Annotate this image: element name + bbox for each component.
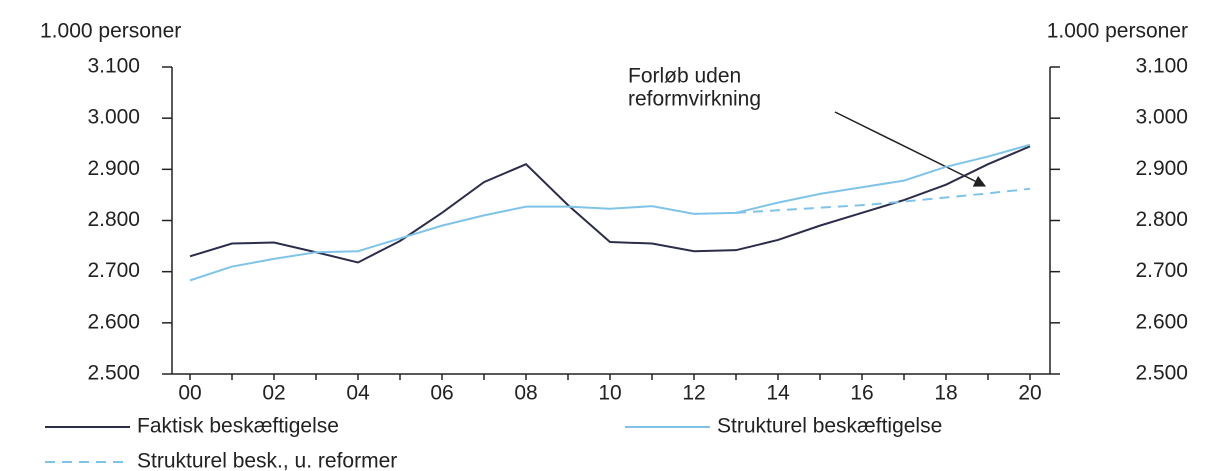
y2-axis-label: 1.000 personer xyxy=(1047,20,1188,43)
x-tick-label: 16 xyxy=(850,382,873,405)
y2-tick-label: 2.500 xyxy=(1135,362,1188,385)
x-tick-label: 08 xyxy=(514,382,537,405)
x-tick-label: 18 xyxy=(934,382,957,405)
y-tick-label: 2.800 xyxy=(87,208,140,231)
annotation-arrow xyxy=(834,111,987,187)
x-tick-label: 14 xyxy=(766,382,790,405)
series-line xyxy=(735,187,1031,214)
y2-tick-label: 3.100 xyxy=(1135,55,1188,78)
x-tick-label: 06 xyxy=(430,382,453,405)
y-tick-label: 3.000 xyxy=(87,106,140,129)
y2-tick-label: 2.800 xyxy=(1135,208,1188,231)
y2-tick-label: 3.000 xyxy=(1135,106,1188,129)
y-axis-label: 1.000 personer xyxy=(40,20,181,43)
annotation: Forløb uden xyxy=(628,65,741,88)
x-tick-label: 10 xyxy=(598,382,621,405)
x-tick-label: 00 xyxy=(178,382,201,405)
annotation: reformvirkning xyxy=(628,88,761,111)
y-tick-label: 2.500 xyxy=(87,362,140,385)
y-tick-label: 3.100 xyxy=(87,55,140,78)
x-tick-label: 02 xyxy=(262,382,285,405)
x-tick-label: 20 xyxy=(1018,382,1041,405)
y2-tick-label: 2.900 xyxy=(1135,157,1188,180)
legend-label: Faktisk beskæftigelse xyxy=(137,415,339,438)
y2-tick-label: 2.700 xyxy=(1135,259,1188,282)
x-tick-label: 12 xyxy=(682,382,705,405)
legend-label: Strukturel besk., u. reformer xyxy=(137,450,397,471)
y-tick-label: 2.600 xyxy=(87,310,140,333)
y-tick-label: 2.900 xyxy=(87,157,140,180)
y2-tick-label: 2.600 xyxy=(1135,310,1188,333)
x-tick-label: 04 xyxy=(346,382,370,405)
series-line xyxy=(189,145,1031,264)
legend-label: Strukturel beskæftigelse xyxy=(717,415,942,438)
series-line xyxy=(189,143,1031,282)
y-tick-label: 2.700 xyxy=(87,259,140,282)
